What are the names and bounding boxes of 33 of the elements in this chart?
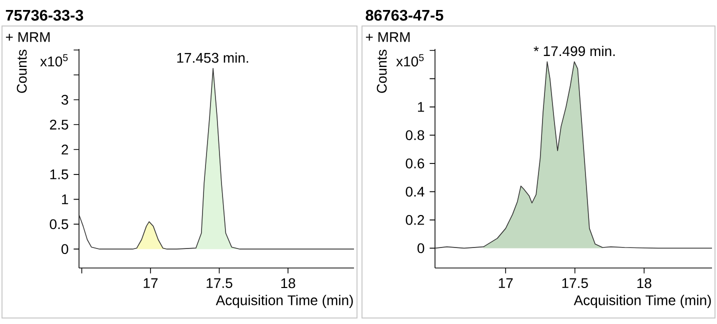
y-tick-label: 1 <box>418 102 424 112</box>
y-tick-label: 0.5 <box>50 219 68 230</box>
y-tick-label: 0.6 <box>406 158 424 168</box>
x-tick-label: 17.5 <box>562 278 588 288</box>
y-tick-label: 2.5 <box>50 120 68 130</box>
y-tick-label: 0.4 <box>406 186 424 197</box>
y-tick-label: 0.8 <box>406 130 424 140</box>
y-tick-label: 3 <box>61 94 68 105</box>
y-tick-label: 0.2 <box>406 215 424 225</box>
chart-title: 75736-33-3 <box>6 10 84 21</box>
y-axis-title: Counts <box>16 50 27 93</box>
text: + MRM <box>6 32 50 42</box>
x-tick-label: 17 <box>144 278 158 288</box>
text: + MRM <box>366 32 410 42</box>
text: x10$^{5}$ <box>40 54 68 66</box>
text: x10$^{5}$ <box>396 54 424 66</box>
x-axis-title: Acquisition Time (min) <box>216 294 353 308</box>
x-tick-label: 18 <box>281 278 296 288</box>
y-tick-label: 1.5 <box>50 170 68 180</box>
annotation: * 17.499 min. <box>534 46 615 56</box>
y-axis-title: Counts <box>376 50 387 93</box>
x-tick-label: 17 <box>498 278 513 288</box>
y-tick-label: 1 <box>62 194 68 204</box>
x-tick-label: 18 <box>637 278 652 288</box>
annotation: 17.453 min. <box>177 52 248 63</box>
chart-title: 86763-47-5 <box>366 10 444 21</box>
x-tick-label: 17.5 <box>206 278 232 288</box>
line-series <box>79 68 354 250</box>
line-series <box>435 61 712 249</box>
y-tick-label: 2 <box>62 144 68 154</box>
y-tick-label: 0 <box>62 244 68 254</box>
x-axis-title: Acquisition Time (min) <box>574 294 711 308</box>
y-tick-label: 0 <box>417 243 424 254</box>
